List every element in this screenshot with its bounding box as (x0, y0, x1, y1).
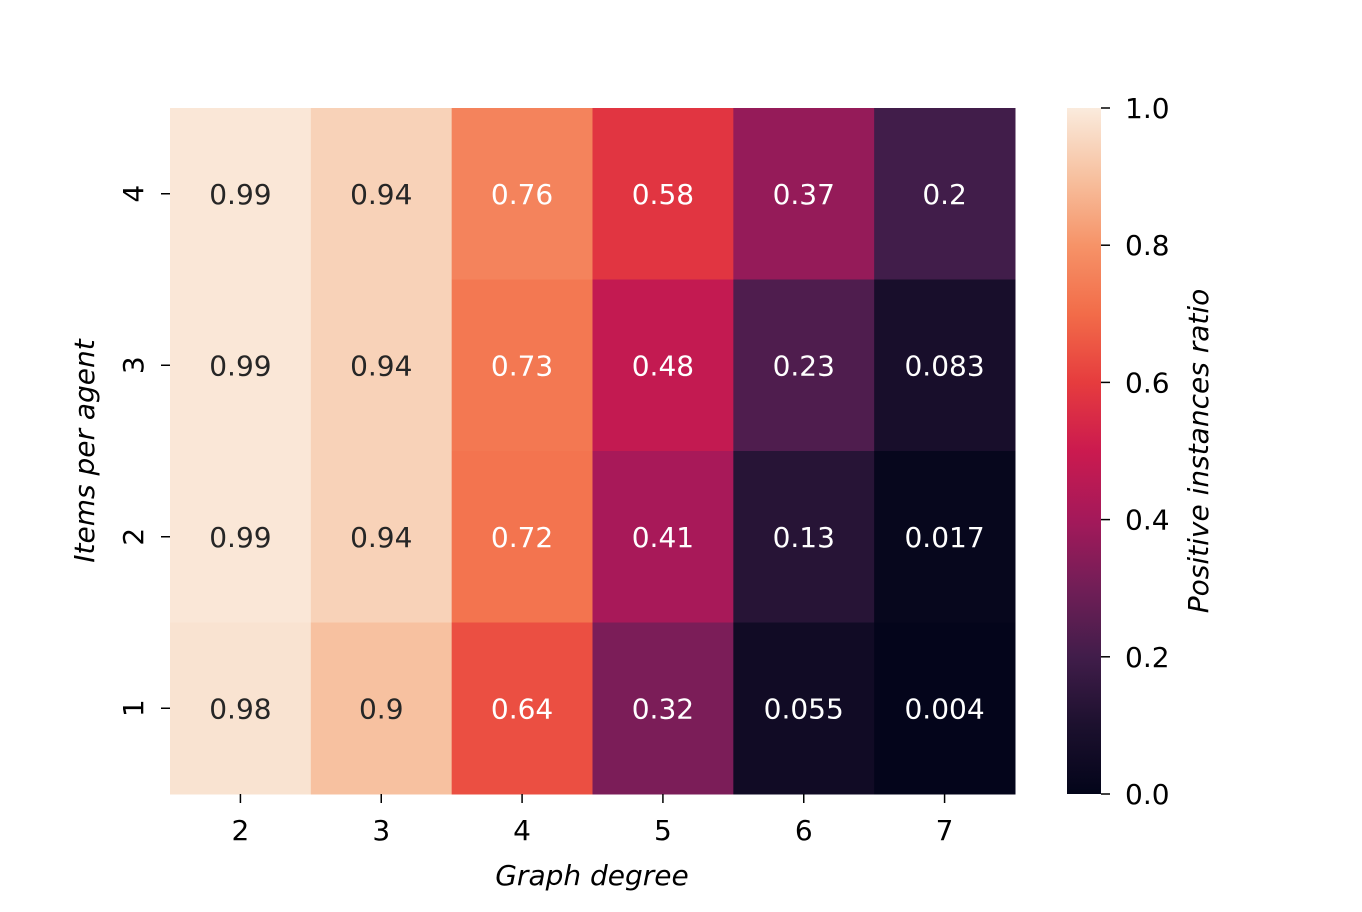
heatmap-cells (170, 108, 1016, 795)
heatmap-cell (733, 279, 875, 452)
cell-value-label: 0.017 (904, 521, 984, 554)
heatmap-cell (310, 451, 453, 623)
heatmap-cell (451, 108, 593, 280)
heatmap-cell (451, 279, 593, 452)
cell-value-label: 0.98 (209, 692, 271, 725)
heatmap-cell (592, 622, 734, 795)
x-tick-label: 5 (654, 814, 672, 847)
cell-value-label: 0.2 (922, 178, 967, 211)
heatmap-cell (592, 108, 734, 280)
cell-value-label: 0.9 (359, 692, 404, 725)
x-axis: 2 3 4 5 6 7 (232, 794, 954, 847)
y-tick-label: 3 (117, 356, 150, 374)
y-axis: 4 3 2 1 (117, 185, 170, 717)
y-tick-label: 1 (117, 699, 150, 717)
colorbar-title: Positive instances ratio (1182, 289, 1215, 614)
heatmap-cell (874, 622, 1016, 795)
colorbar-tick-label: 0.8 (1125, 229, 1170, 262)
cell-value-label: 0.99 (209, 178, 271, 211)
heatmap-cell (170, 108, 312, 280)
cell-value-label: 0.23 (773, 349, 835, 382)
cell-value-label: 0.73 (491, 349, 553, 382)
colorbar-tick-label: 0.6 (1125, 366, 1170, 399)
colorbar-gradient (1067, 108, 1101, 794)
cell-value-label: 0.004 (904, 692, 984, 725)
heatmap-cell (310, 622, 453, 795)
heatmap-cell (733, 108, 875, 280)
colorbar-tick-label: 1.0 (1125, 92, 1170, 125)
heatmap-cell (170, 622, 312, 795)
cell-value-label: 0.32 (632, 692, 694, 725)
cell-value-label: 0.94 (350, 178, 412, 211)
heatmap-cell (874, 279, 1016, 452)
heatmap-cell (170, 279, 312, 452)
heatmap-cell (874, 108, 1016, 280)
cell-value-label: 0.48 (632, 349, 694, 382)
heatmap-cell (592, 451, 734, 623)
cell-value-label: 0.64 (491, 692, 553, 725)
y-tick-label: 4 (117, 185, 150, 203)
cell-value-label: 0.055 (764, 692, 844, 725)
colorbar-tick-label: 0.2 (1125, 641, 1170, 674)
colorbar-tick-label: 0.0 (1125, 778, 1170, 811)
cell-value-label: 0.76 (491, 178, 553, 211)
cell-value-label: 0.94 (350, 521, 412, 554)
x-tick-label: 6 (795, 814, 813, 847)
colorbar: 0.0 0.2 0.4 0.6 0.8 1.0 (1067, 92, 1170, 811)
x-tick-label: 7 (936, 814, 954, 847)
cell-value-label: 0.37 (773, 178, 835, 211)
cell-value-label: 0.99 (209, 521, 271, 554)
x-tick-label: 4 (513, 814, 531, 847)
x-tick-label: 2 (232, 814, 250, 847)
cell-value-label: 0.94 (350, 349, 412, 382)
heatmap-cell (733, 451, 875, 623)
cell-value-label: 0.99 (209, 349, 271, 382)
heatmap-cell (733, 622, 875, 795)
colorbar-tick-label: 0.4 (1125, 504, 1170, 537)
heatmap-cell (170, 451, 312, 623)
cell-value-label: 0.58 (632, 178, 694, 211)
x-axis-title: Graph degree (495, 859, 689, 892)
cell-value-label: 0.72 (491, 521, 553, 554)
x-tick-label: 3 (372, 814, 390, 847)
heatmap-annotations: 0.99 0.94 0.76 0.58 0.37 0.2 0.99 0.94 0.73 0.48 0… (209, 178, 984, 726)
heatmap-cell (451, 451, 593, 623)
heatmap-cell (451, 622, 593, 795)
heatmap-cell (310, 108, 453, 280)
heatmap-cell (874, 451, 1016, 623)
y-tick-label: 2 (117, 528, 150, 546)
cell-value-label: 0.13 (773, 521, 835, 554)
heatmap-cell (310, 279, 453, 452)
y-axis-title: Items per agent (68, 338, 101, 563)
heatmap-cell (592, 279, 734, 452)
cell-value-label: 0.41 (632, 521, 694, 554)
cell-value-label: 0.083 (904, 349, 984, 382)
